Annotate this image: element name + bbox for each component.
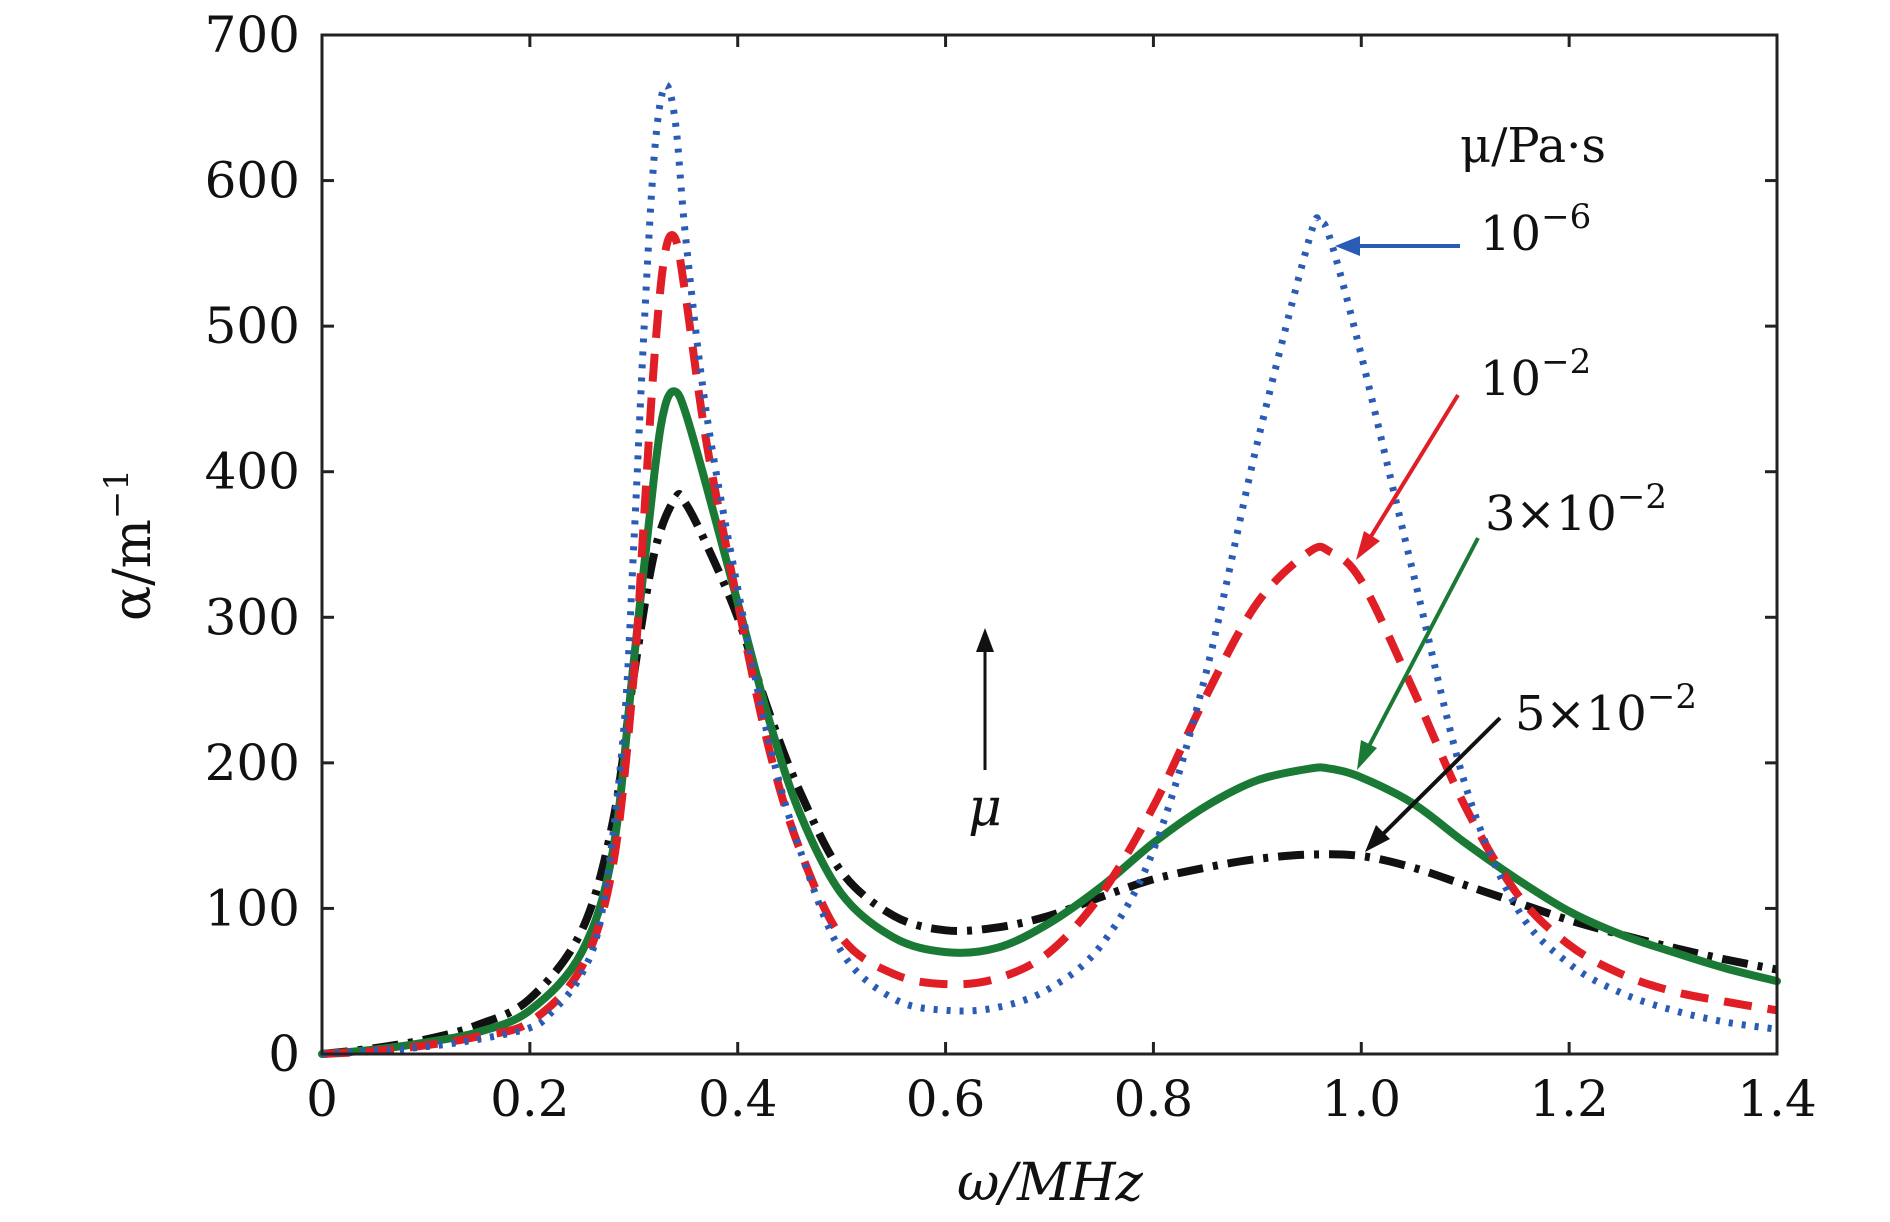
y-tick-label: 500 <box>205 297 300 355</box>
x-tick-label: 0.8 <box>1114 1070 1194 1128</box>
legend-arrowhead-series-2 <box>1356 531 1380 560</box>
series-line-4 <box>321 490 1778 1058</box>
x-axis-title: ω/MHz <box>957 1153 1144 1213</box>
x-tick-label: 1.2 <box>1529 1070 1609 1128</box>
y-tick-label: 700 <box>205 6 300 64</box>
y-tick-label: 200 <box>205 734 300 792</box>
legend-arrowhead-series-1 <box>1335 236 1360 256</box>
x-tick-label: 0 <box>306 1070 338 1128</box>
y-axis-title: α/m−1 <box>97 469 163 621</box>
y-tick-label: 300 <box>205 588 300 646</box>
series-lines <box>318 81 1781 1058</box>
axis-ticks <box>320 33 1779 1056</box>
y-tick-label: 400 <box>205 443 300 501</box>
increasing-mu-annotation: μ <box>968 628 1002 838</box>
legend-label-series-2: 10−2 <box>1480 342 1591 407</box>
mu-arrow-label: μ <box>968 778 1002 838</box>
legend-arrow-series-3 <box>1366 537 1480 749</box>
series-legend: 10−6 10−2 3×10−2 5×10−2 <box>1335 197 1697 852</box>
x-tick-label: 0.2 <box>490 1070 570 1128</box>
legend-arrow-series-4 <box>1380 716 1502 837</box>
legend-title: μ/Pa·s <box>1460 118 1606 174</box>
y-axis-title-main: α/m <box>103 519 163 621</box>
legend-arrow-series-2 <box>1368 393 1460 540</box>
legend-label-series-1: 10−6 <box>1480 197 1591 262</box>
legend-label-series-4: 5×10−2 <box>1515 677 1697 742</box>
x-tick-label: 1.4 <box>1737 1070 1817 1128</box>
plot-frame <box>320 33 1779 1056</box>
mu-arrowhead <box>976 628 994 652</box>
y-tick-label: 0 <box>268 1025 300 1083</box>
x-tick-label: 1.0 <box>1322 1070 1402 1128</box>
x-tick-label: 0.6 <box>906 1070 986 1128</box>
y-tick-label: 100 <box>205 879 300 937</box>
tick-labels: 0 0.2 0.4 0.6 0.8 1.0 1.2 1.4 0 100 200 300 400 500 60… <box>205 6 1817 1128</box>
y-axis-title-sup: −1 <box>97 469 137 519</box>
x-tick-label: 0.4 <box>698 1070 778 1128</box>
y-tick-label: 600 <box>205 152 300 210</box>
legend-arrowhead-series-4 <box>1365 825 1390 852</box>
legend-label-series-3: 3×10−2 <box>1485 477 1667 542</box>
legend-arrowhead-series-3 <box>1357 740 1377 770</box>
